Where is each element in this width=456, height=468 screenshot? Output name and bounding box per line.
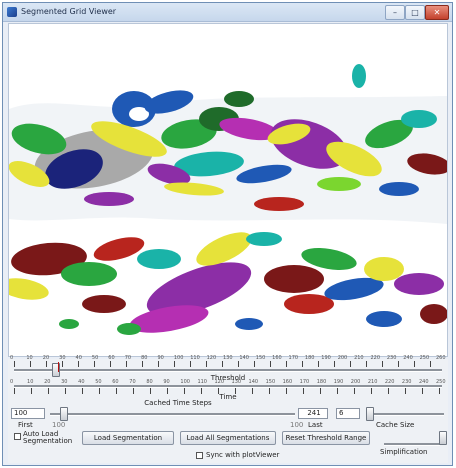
segmentation-3d-view[interactable] — [8, 23, 448, 357]
threshold-tick-label: 140 — [239, 355, 249, 361]
time-track — [14, 385, 442, 388]
window-title: Segmented Grid Viewer — [21, 7, 117, 16]
threshold-tick-label: 10 — [26, 355, 33, 361]
threshold-tick-label: 150 — [255, 355, 266, 361]
time-tick-label: 20 — [44, 379, 51, 385]
threshold-tick-label: 30 — [59, 355, 66, 361]
app-icon — [7, 7, 17, 17]
simplification-thumb[interactable] — [439, 431, 447, 445]
time-tick-label: 110 — [197, 379, 207, 385]
cache-track — [366, 413, 444, 416]
threshold-tick-label: 210 — [354, 355, 364, 361]
cache-size-thumb[interactable] — [366, 407, 374, 421]
time-tick-label: 80 — [146, 379, 153, 385]
time-tick-label: 40 — [78, 379, 85, 385]
control-panel: Threshold Cached Time Steps Time 100 241… — [8, 355, 448, 463]
cache-size-label: Cache Size — [376, 421, 415, 429]
time-tick-label: 160 — [282, 379, 293, 385]
threshold-tick-label: 100 — [173, 355, 184, 361]
load-all-segmentations-button[interactable]: Load All Segmentations — [180, 431, 276, 445]
threshold-tick-label: 80 — [141, 355, 148, 361]
cached-time-steps-label: Cached Time Steps — [144, 399, 212, 407]
time-tick-label: 60 — [112, 379, 119, 385]
threshold-tick-label: 120 — [206, 355, 217, 361]
title-bar[interactable]: Segmented Grid Viewer – □ ✕ — [3, 3, 452, 22]
threshold-tick-label: 230 — [386, 355, 397, 361]
last-label: Last — [308, 421, 323, 429]
time-tick-label: 0 — [10, 379, 14, 385]
sync-label: Sync with plotViewer — [206, 451, 280, 459]
threshold-tick-label: 0 — [10, 355, 14, 361]
time-tick-label: 220 — [384, 379, 395, 385]
time-tick-label: 30 — [61, 379, 68, 385]
time-tick-label: 190 — [333, 379, 344, 385]
first-max-label: 100 — [290, 421, 304, 429]
threshold-marker — [58, 362, 59, 372]
threshold-tick-label: 240 — [403, 355, 413, 361]
time-tick-label: 90 — [163, 379, 170, 385]
threshold-tick-label: 110 — [190, 355, 200, 361]
threshold-tick-label: 170 — [288, 355, 299, 361]
threshold-tick-label: 90 — [157, 355, 164, 361]
threshold-tick-label: 250 — [419, 355, 430, 361]
time-tick-label: 230 — [401, 379, 412, 385]
time-tick-label: 150 — [265, 379, 276, 385]
threshold-tick-label: 200 — [337, 355, 348, 361]
first-value-field[interactable]: 100 — [11, 408, 45, 419]
time-tick-label: 250 — [436, 379, 446, 385]
threshold-tick-label: 190 — [321, 355, 331, 361]
load-segmentation-button[interactable]: Load Segmentation — [82, 431, 174, 445]
time-tick-label: 180 — [316, 379, 327, 385]
time-tick-label: 10 — [27, 379, 34, 385]
threshold-track — [14, 369, 442, 372]
maximize-button[interactable]: □ — [405, 5, 425, 20]
time-tick-label: 100 — [180, 379, 190, 385]
threshold-tick-label: 70 — [124, 355, 132, 361]
close-button[interactable]: ✕ — [425, 5, 449, 20]
threshold-tick-label: 130 — [223, 355, 233, 361]
range-track — [50, 413, 295, 416]
time-tick-label: 210 — [367, 379, 378, 385]
time-tick-label: 130 — [231, 379, 242, 385]
simplification-label: Simplification — [380, 448, 428, 456]
threshold-ticks — [14, 361, 442, 367]
threshold-tick-label: 50 — [91, 355, 99, 361]
time-tick-label: 50 — [95, 379, 102, 385]
segmentation-render — [9, 64, 447, 335]
auto-load-label: Auto Load Segmentation — [23, 430, 73, 445]
time-tick-label: 120 — [214, 379, 225, 385]
time-tick-label: 200 — [350, 379, 361, 385]
threshold-tick-label: 220 — [370, 355, 380, 361]
threshold-tick-label: 20 — [42, 355, 50, 361]
time-ticks — [14, 388, 442, 394]
first-min-label: 100 — [52, 421, 66, 429]
threshold-tick-label: 60 — [108, 355, 115, 361]
first-range-thumb[interactable] — [60, 407, 68, 421]
cache-size-field[interactable]: 6 — [336, 408, 360, 419]
first-label: First — [18, 421, 33, 429]
last-value-field[interactable]: 241 — [298, 408, 328, 419]
threshold-thumb[interactable] — [52, 363, 60, 377]
sync-checkbox[interactable] — [196, 452, 203, 459]
threshold-tick-label: 260 — [436, 355, 446, 361]
simplification-track — [384, 443, 440, 446]
threshold-tick-label: 40 — [75, 355, 82, 361]
time-tick-label: 240 — [418, 379, 429, 385]
time-tick-label: 70 — [129, 379, 136, 385]
minimize-button[interactable]: – — [385, 5, 405, 20]
auto-load-checkbox[interactable] — [14, 433, 21, 440]
threshold-tick-label: 180 — [304, 355, 315, 361]
threshold-tick-label: 160 — [272, 355, 282, 361]
threshold-label: Threshold — [210, 374, 246, 382]
time-tick-label: 170 — [299, 379, 310, 385]
time-tick-label: 140 — [248, 379, 259, 385]
time-label: Time — [219, 393, 237, 401]
reset-threshold-range-button[interactable]: Reset Threshold Range — [282, 431, 370, 445]
